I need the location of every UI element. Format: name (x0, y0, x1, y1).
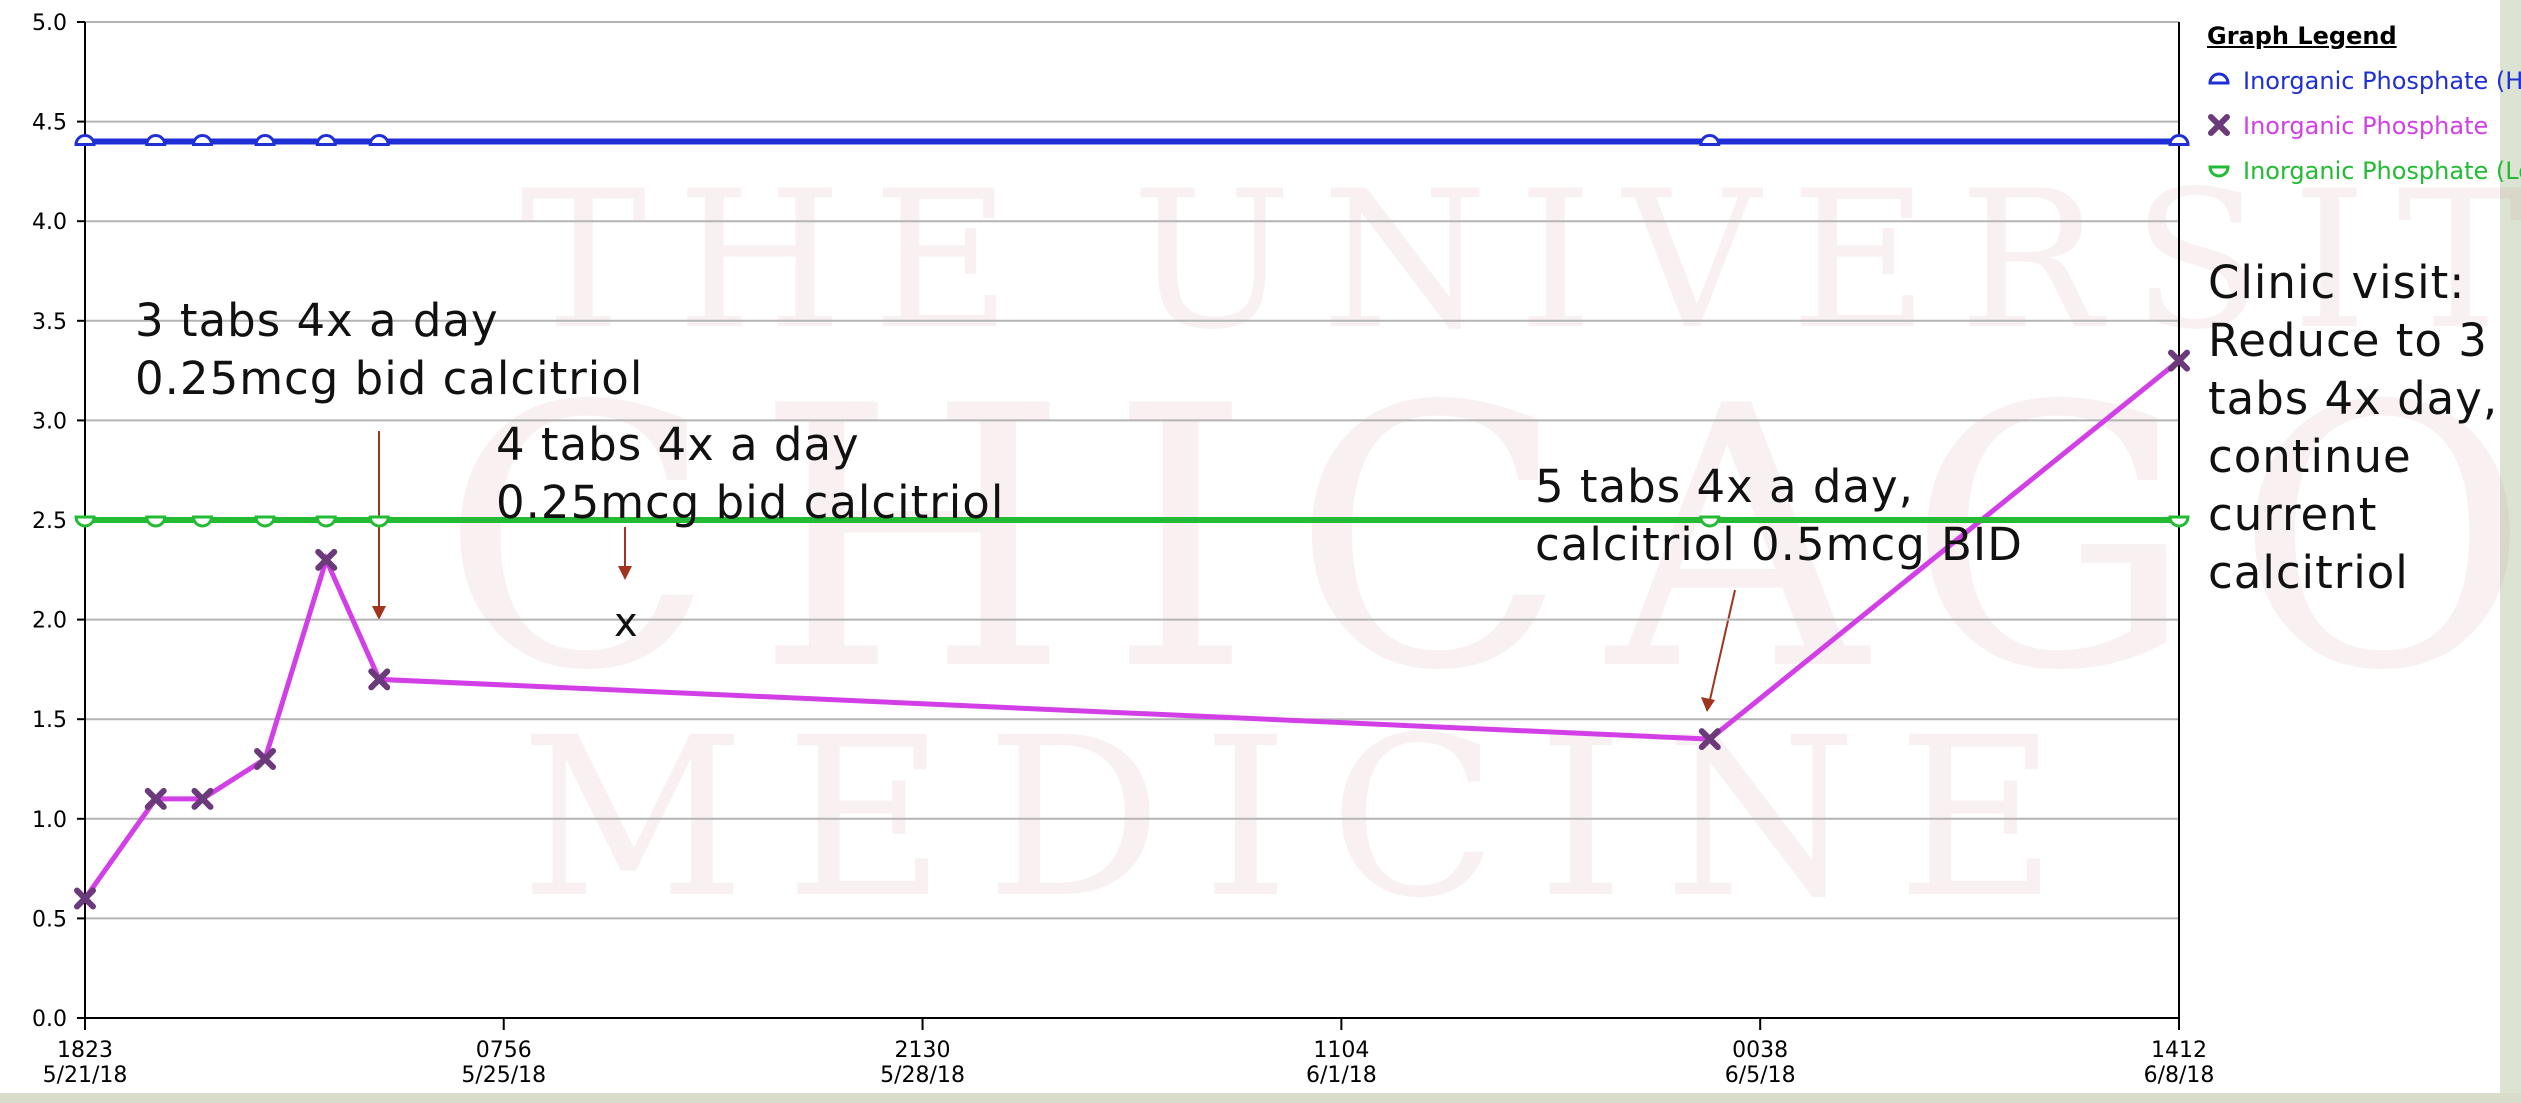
marker (145, 134, 167, 147)
y-tick-label: 0.5 (32, 907, 67, 932)
page-foot (0, 1093, 2521, 1103)
annotation: 4 tabs 4x a day 0.25mcg bid calcitriol (496, 418, 1005, 529)
y-tick-label: 3.5 (32, 310, 67, 335)
y-tick-label: 0.0 (32, 1007, 67, 1032)
marker (2208, 165, 2230, 178)
marker (254, 134, 276, 147)
marker (1698, 728, 1721, 751)
watermark: THE UNIVERSITY OF (520, 150, 2521, 371)
marker (2168, 515, 2190, 528)
y-tick-label: 1.5 (32, 708, 67, 733)
legend-title: Graph Legend (2207, 22, 2397, 50)
arrow-head (372, 606, 386, 620)
marker (144, 787, 167, 810)
series-line (82, 358, 2181, 900)
marker (2168, 134, 2190, 147)
watermark: CHICAGO (440, 330, 2521, 749)
marker (191, 787, 214, 810)
y-tick-label: 3.0 (32, 409, 67, 434)
annotation: x (614, 600, 639, 646)
marker (145, 515, 167, 528)
marker (74, 887, 96, 910)
annotation: Clinic visit: Reduce to 3 tabs 4x day, c… (2208, 256, 2499, 599)
y-tick-label: 4.5 (32, 111, 67, 136)
marker (254, 748, 277, 771)
x-tick-label: 1823 5/21/18 (42, 1038, 128, 1088)
marker (254, 515, 276, 528)
y-tick-label: 2.0 (32, 609, 67, 634)
marker (368, 134, 390, 147)
arrow-head (1701, 697, 1715, 712)
marker (1699, 134, 1721, 147)
marker (368, 668, 391, 691)
y-tick-label: 2.5 (32, 509, 67, 534)
marker (315, 548, 338, 571)
y-tick-label: 4.0 (32, 210, 67, 235)
marker (191, 515, 213, 528)
marker (2168, 349, 2190, 372)
arrow (1708, 589, 1736, 705)
y-tick-label: 5.0 (32, 11, 67, 36)
arrow-head (618, 566, 632, 580)
marker (315, 515, 337, 528)
marker (1699, 515, 1721, 528)
marker (74, 515, 96, 528)
legend-label: Inorganic Phosphate (2243, 112, 2488, 140)
x-tick-label: 0038 6/5/18 (1724, 1038, 1796, 1088)
marker (368, 515, 390, 528)
y-tick-label: 1.0 (32, 808, 67, 833)
legend-label: Inorganic Phosphate (Hi (2243, 67, 2521, 95)
marker (74, 134, 96, 147)
x-tick-label: 1412 6/8/18 (2143, 1038, 2215, 1088)
x-tick-label: 0756 5/25/18 (461, 1038, 547, 1088)
annotation: 5 tabs 4x a day, calcitriol 0.5mcg BID (1535, 460, 2023, 571)
marker (315, 134, 337, 147)
marker (191, 134, 213, 147)
annotation: 3 tabs 4x a day 0.25mcg bid calcitriol (135, 294, 644, 405)
x-tick-label: 1104 6/1/18 (1305, 1038, 1377, 1088)
marker (2208, 72, 2230, 85)
legend-label: Inorganic Phosphate (Lo (2243, 157, 2521, 185)
marker (2208, 114, 2230, 136)
page-edge (2500, 0, 2521, 1103)
x-tick-label: 2130 5/28/18 (880, 1038, 965, 1088)
